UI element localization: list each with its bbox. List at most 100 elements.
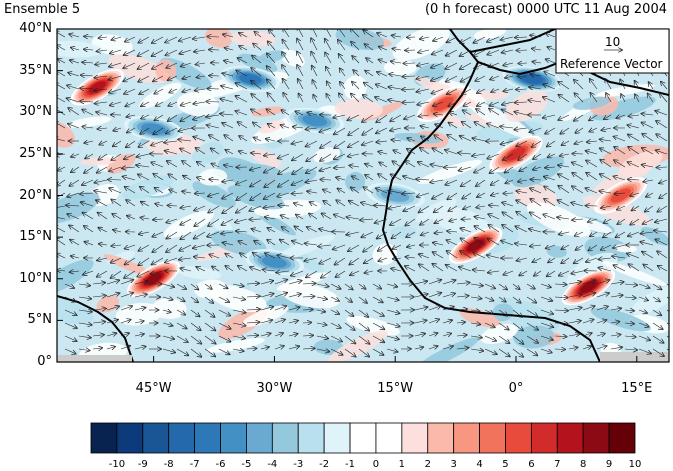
wind-vector	[558, 186, 570, 194]
wind-vector	[391, 268, 402, 271]
wind-vector	[166, 218, 178, 223]
wind-vector	[489, 62, 500, 67]
anomaly-patch	[66, 116, 112, 128]
wind-vector	[109, 62, 122, 67]
wind-vector	[498, 283, 507, 290]
wind-vector	[575, 141, 584, 144]
wind-vector	[449, 219, 458, 221]
wind-vector	[393, 161, 402, 168]
wind-vector	[372, 309, 384, 316]
wind-vector	[516, 140, 528, 146]
colorbar-tick-label: 8	[580, 459, 587, 470]
wind-vector	[533, 153, 542, 159]
wind-vector	[212, 267, 220, 272]
wind-vector	[306, 153, 318, 161]
wind-vector	[659, 180, 668, 183]
wind-vector	[267, 240, 276, 246]
wind-vector	[376, 84, 388, 90]
wind-vector	[659, 192, 668, 198]
wind-vector	[316, 297, 327, 299]
wind-vector	[152, 62, 164, 69]
wind-vector	[97, 270, 108, 277]
wind-vector	[168, 205, 178, 206]
colorbar-tick-label: -1	[345, 459, 356, 470]
wind-vector	[554, 349, 565, 350]
wind-vector	[194, 50, 206, 52]
wind-vector	[558, 82, 570, 90]
wind-vector	[605, 79, 612, 90]
wind-vector	[339, 54, 346, 64]
panel-title-right: (0 h forecast) 0000 UTC 11 Aug 2004	[424, 2, 667, 17]
wind-vector	[64, 348, 76, 354]
wind-vector	[180, 268, 192, 271]
wind-vector	[624, 297, 636, 298]
wind-vector	[532, 49, 542, 51]
wind-vector	[320, 153, 332, 161]
x-tick-label: 15°E	[621, 381, 653, 396]
wind-vector	[628, 162, 640, 168]
wind-vector	[505, 166, 514, 173]
wind-vector	[294, 203, 304, 206]
wind-vector	[308, 113, 318, 116]
anomaly-patch	[155, 59, 177, 82]
wind-vector	[250, 192, 262, 200]
wind-vector	[458, 153, 472, 154]
colorbar-swatch	[530, 422, 558, 454]
wind-vector	[182, 89, 192, 92]
wind-vector	[134, 308, 145, 310]
wind-vector	[548, 257, 556, 262]
wind-vector	[267, 79, 276, 90]
wind-vector	[487, 153, 500, 159]
wind-vector	[302, 309, 313, 310]
wind-vector	[442, 307, 454, 311]
wind-vector	[655, 111, 668, 116]
wind-vector	[547, 270, 556, 276]
wind-vector	[449, 112, 458, 115]
wind-vector	[475, 122, 486, 129]
wind-vector	[352, 176, 360, 180]
wind-vector	[462, 122, 472, 129]
wind-vector	[319, 127, 332, 132]
wind-vector	[139, 88, 150, 94]
wind-vector	[267, 66, 276, 77]
wind-vector	[512, 322, 523, 331]
wind-vector	[388, 100, 402, 102]
wind-vector	[533, 257, 542, 262]
anomaly-feature	[580, 281, 597, 293]
wind-vector	[503, 153, 514, 160]
wind-vector	[445, 150, 458, 155]
wind-vector	[57, 217, 66, 220]
wind-vector	[218, 348, 230, 354]
wind-vector	[627, 253, 640, 259]
wind-vector	[151, 140, 164, 145]
wind-vector	[456, 283, 470, 284]
wind-vector	[190, 335, 201, 344]
wind-vector	[82, 127, 94, 129]
wind-vector	[218, 322, 231, 329]
wind-vector	[330, 348, 343, 355]
wind-vector	[379, 162, 388, 168]
wind-vector	[414, 334, 425, 336]
wind-vector	[575, 231, 584, 236]
wind-vector	[514, 128, 528, 130]
wind-vector	[460, 62, 472, 69]
wind-vector	[195, 193, 206, 194]
wind-vector	[562, 140, 570, 145]
wind-vector	[470, 349, 483, 351]
wind-vector	[489, 205, 500, 206]
wind-vector	[265, 253, 276, 259]
wind-vector	[278, 179, 290, 187]
wind-vector	[176, 309, 185, 315]
wind-vector	[180, 218, 192, 225]
wind-vector	[372, 283, 381, 289]
wind-vector	[297, 65, 304, 77]
wind-vector	[111, 245, 122, 246]
wind-vector	[306, 166, 318, 173]
wind-vector	[516, 191, 528, 193]
wind-vector	[402, 193, 416, 194]
wind-vector	[126, 200, 136, 207]
wind-vector	[339, 93, 346, 103]
wind-vector	[288, 307, 300, 310]
wind-vector	[64, 296, 76, 302]
wind-vector	[477, 192, 486, 197]
